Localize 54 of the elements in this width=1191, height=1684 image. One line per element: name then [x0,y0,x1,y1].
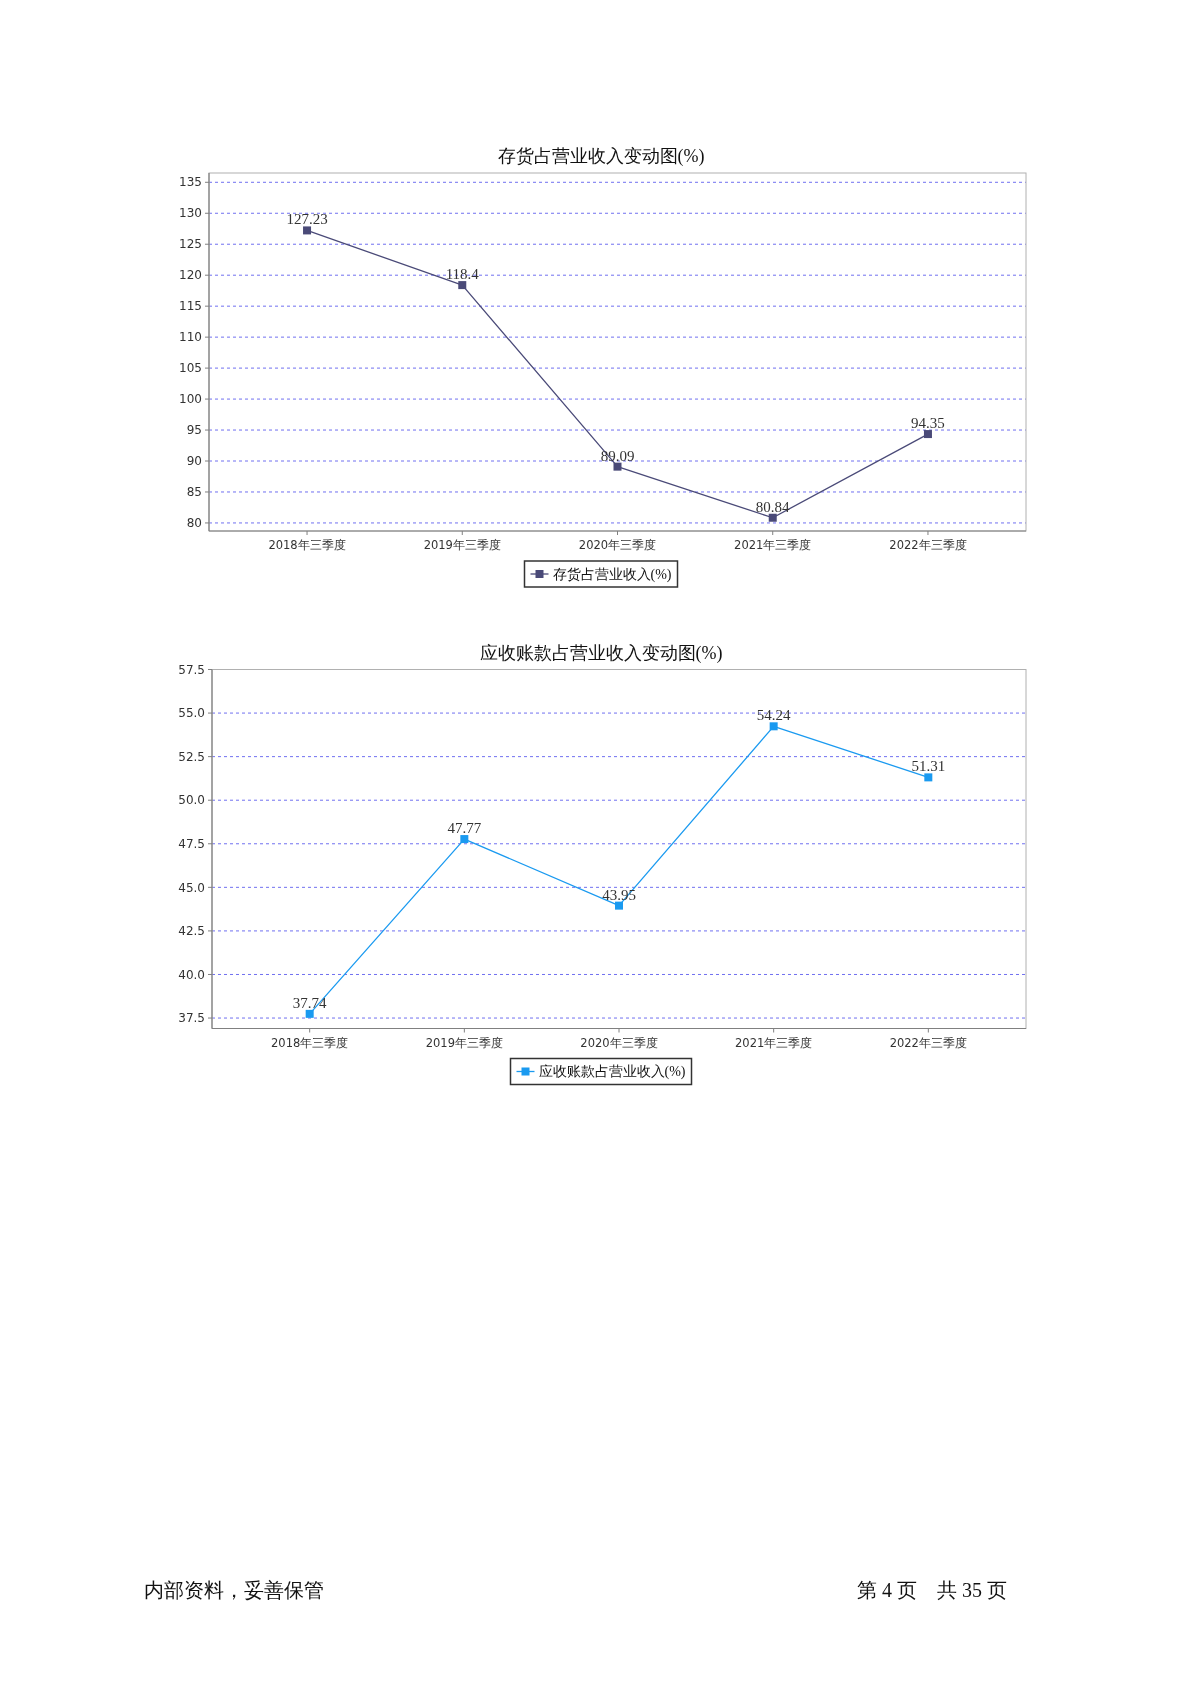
point [615,901,623,910]
data-label: 54.24 [756,707,792,724]
x-tick-label: 2020年三季度 [580,1035,658,1050]
text: 内部资料，妥善保管 [144,1578,324,1602]
x-tick-label: 2022年三季度 [889,1035,967,1050]
y-tick-label: 85 [186,485,202,500]
x-tick-label: 2021年三季度 [734,538,812,552]
text: 第 4 页 共 35 页 [857,1579,1007,1601]
point [924,773,933,782]
x-tick-label: 2021年三季度 [735,1035,813,1050]
y-tick-label: 45.0 [178,880,205,895]
y-tick-label: 110 [179,330,202,345]
y-tick-label: 42.5 [178,924,205,939]
y-tick-label: 47.5 [178,836,205,851]
data-label: 118.4 [445,266,480,283]
data-label: 51.31 [911,758,946,775]
point [613,462,622,471]
data-label: 94.35 [911,415,945,432]
chart-title: 应收账款占营业收入变动图(%) [479,642,723,664]
y-tick-label: 95 [186,423,202,438]
y-tick-label: 80 [186,516,202,531]
y-tick-label: 37.5 [178,1011,205,1026]
y-tick-label: 52.5 [178,749,205,764]
data-label: 127.23 [286,211,328,228]
point [303,226,312,235]
point [769,722,778,731]
y-tick-label: 120 [179,268,202,283]
x-tick-label: 2019年三季度 [423,538,501,552]
x-tick-label: 2018年三季度 [268,538,346,552]
y-tick-label: 125 [179,237,202,252]
y-tick-label: 50.0 [178,793,205,808]
legend-label: 应收账款占营业收入(%) [538,1064,686,1081]
x-tick-label: 2019年三季度 [425,1035,503,1050]
y-tick-label: 115 [179,299,202,314]
y-tick-label: 130 [179,206,202,221]
y-tick-label: 105 [179,361,202,376]
legend-label: 存货占营业收入(%) [552,566,672,583]
y-tick-label: 100 [179,392,202,407]
x-tick-label: 2018年三季度 [271,1035,349,1050]
chart-title: 存货占营业收入变动图(%) [497,146,705,167]
data-label: 80.84 [755,498,791,515]
y-tick-label: 90 [186,454,202,469]
point [923,430,932,439]
y-tick-label: 40.0 [178,967,205,982]
point [460,835,469,844]
point [768,513,777,522]
point [458,281,467,290]
data-label: 47.77 [447,820,482,837]
point [305,1009,314,1018]
y-tick-label: 57.5 [178,662,205,677]
y-tick-label: 55.0 [178,706,205,721]
x-tick-label: 2022年三季度 [889,538,967,552]
x-tick-label: 2020年三季度 [578,538,657,552]
y-tick-label: 135 [179,175,202,190]
